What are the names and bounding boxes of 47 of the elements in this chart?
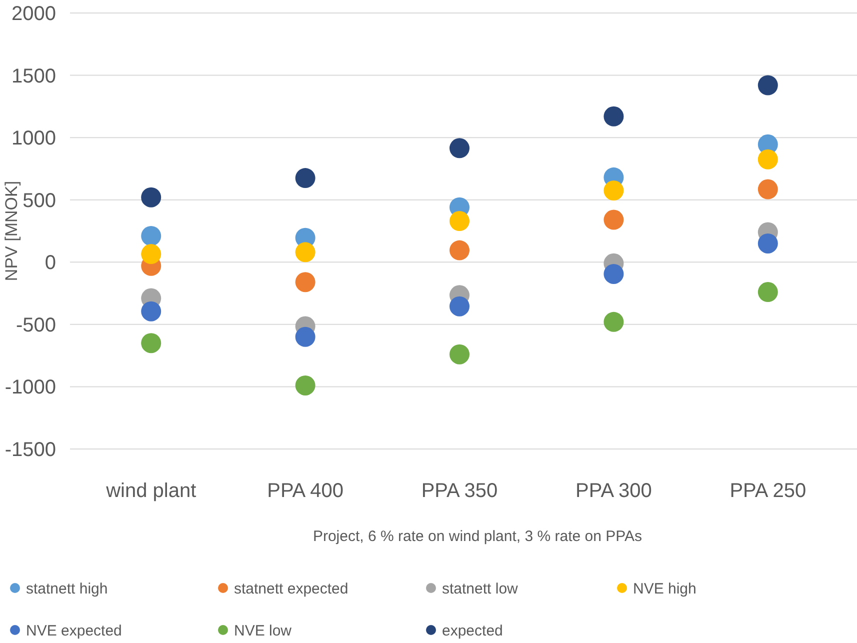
- y-tick-label: -1000: [4, 376, 56, 399]
- legend-label: statnett high: [26, 580, 108, 598]
- point: [604, 106, 624, 126]
- legend-label: NVE expected: [26, 622, 122, 640]
- point: [758, 75, 778, 96]
- point: [295, 326, 316, 347]
- legend-label: NVE high: [633, 580, 696, 598]
- x-axis-title: Project, 6 % rate on wind plant, 3 % rate on PPAs: [312, 528, 642, 545]
- point: [604, 264, 624, 284]
- y-axis-title: NPV [MNOK]: [2, 180, 21, 282]
- x-tick-label: PPA 400: [267, 480, 344, 502]
- point: [295, 272, 316, 292]
- legend-label: statnett expected: [234, 580, 348, 598]
- point: [758, 149, 778, 170]
- point: [450, 240, 470, 260]
- point: [604, 180, 624, 201]
- point: [141, 244, 162, 264]
- y-tick-label: -500: [16, 314, 56, 336]
- x-tick-label: PPA 350: [421, 480, 498, 502]
- point: [450, 138, 470, 158]
- x-tick-label: PPA 300: [576, 480, 652, 502]
- x-tick-label: wind plant: [105, 480, 197, 502]
- legend-label: NVE low: [234, 622, 292, 640]
- y-tick-label: 1000: [12, 128, 56, 150]
- y-tick-label: 2000: [12, 3, 56, 25]
- point: [604, 312, 624, 332]
- legend-label: expected: [442, 622, 503, 640]
- legend-label: statnett low: [442, 580, 518, 598]
- point: [758, 282, 778, 302]
- x-tick-label: PPA 250: [730, 480, 806, 502]
- point: [295, 242, 316, 262]
- point: [450, 296, 470, 316]
- point: [604, 210, 624, 230]
- point: [141, 226, 162, 246]
- point: [758, 179, 778, 200]
- point: [141, 187, 162, 208]
- y-tick-label: 0: [44, 252, 56, 274]
- point: [141, 333, 162, 354]
- point: [450, 211, 470, 232]
- y-tick-label: -1500: [4, 439, 56, 461]
- y-tick-label: 500: [22, 190, 56, 212]
- y-tick-label: 1500: [12, 65, 56, 88]
- point: [450, 344, 470, 364]
- point: [141, 301, 162, 322]
- point: [758, 233, 778, 254]
- point: [295, 375, 316, 396]
- point: [295, 168, 316, 188]
